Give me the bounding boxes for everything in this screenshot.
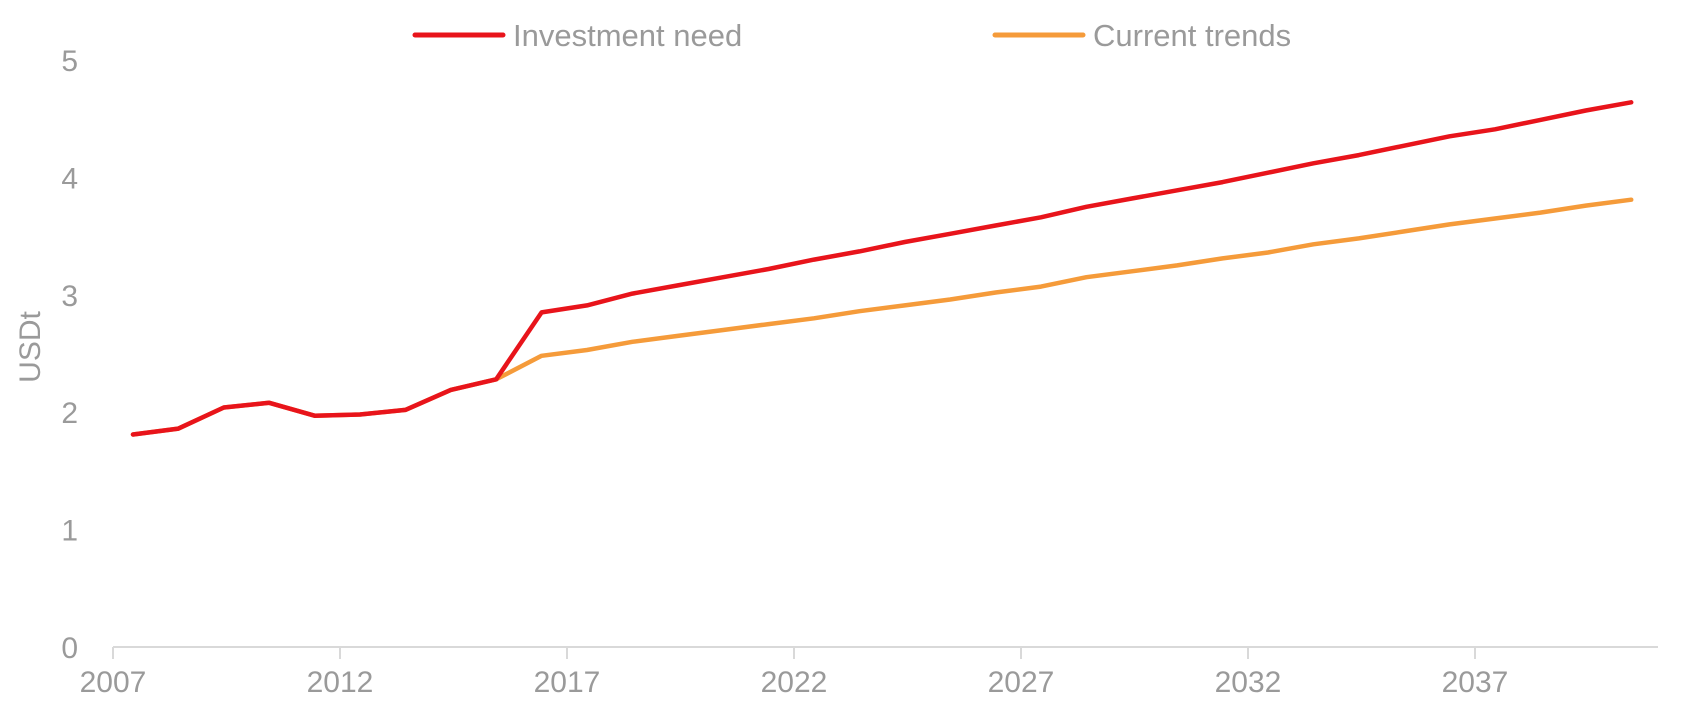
y-axis-title: USDt [14,311,47,383]
legend-label: Investment need [513,18,742,53]
x-tick-label: 2017 [534,666,601,699]
x-tick-label: 2037 [1442,666,1509,699]
y-tick-label: 3 [61,280,78,313]
legend-label: Current trends [1093,18,1291,53]
y-tick-label: 0 [61,632,78,665]
x-axis-ticks: 2007 2012 2017 2022 2027 2032 2037 [80,647,1509,699]
x-tick-label: 2022 [761,666,828,699]
y-tick-label: 1 [61,515,78,548]
y-tick-label: 4 [61,162,78,195]
x-tick-label: 2027 [988,666,1055,699]
x-tick-label: 2007 [80,666,147,699]
x-tick-label: 2032 [1215,666,1282,699]
series-line-1 [130,197,1634,437]
legend: Investment need Current trends [412,18,1291,53]
series-line-0 [130,100,1634,437]
series-lines [130,100,1634,437]
y-axis-ticks: 0 1 2 3 4 5 [61,45,78,665]
x-tick-label: 2012 [307,666,374,699]
y-tick-label: 2 [61,397,78,430]
y-tick-label: 5 [61,45,78,78]
